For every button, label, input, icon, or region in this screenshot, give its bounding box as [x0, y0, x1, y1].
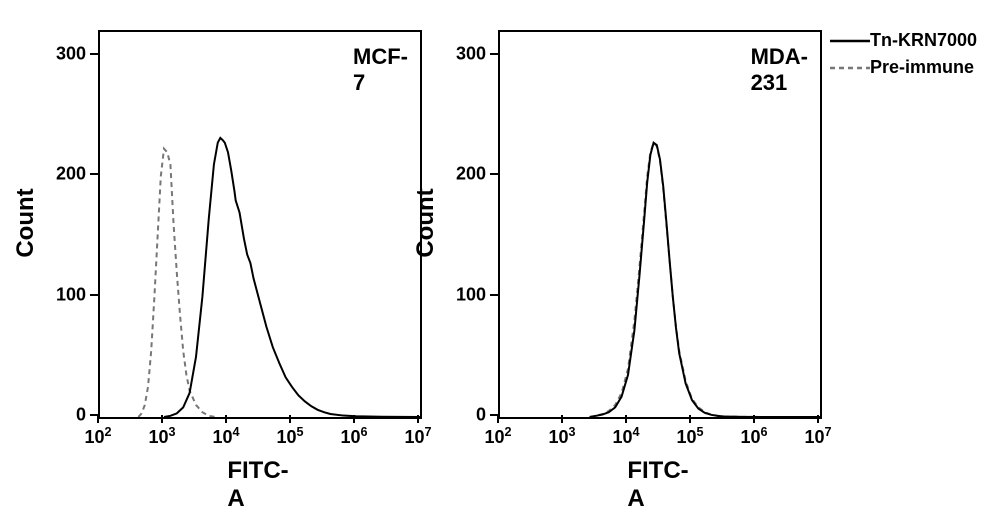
series-pre-immune — [590, 143, 820, 417]
y-tick-label: 200 — [456, 164, 486, 185]
legend-item: Pre-immune — [830, 57, 977, 78]
x-tick-label: 102 — [484, 425, 511, 448]
x-tick-label: 103 — [548, 425, 575, 448]
y-tick-mark — [490, 53, 498, 55]
y-tick-label: 100 — [456, 284, 486, 305]
panel-title-mda231: MDA-231 — [751, 44, 808, 96]
x-tick-mark — [817, 415, 819, 423]
y-tick-mark — [490, 173, 498, 175]
legend-label: Tn-KRN7000 — [870, 30, 977, 51]
x-tick-label: 104 — [212, 425, 239, 448]
panel-title-mcf7: MCF-7 — [353, 44, 408, 96]
x-tick-mark — [497, 415, 499, 423]
xlabel-right: FITC-A — [627, 457, 688, 513]
series-tn-krn7000 — [590, 143, 820, 417]
x-tick-label: 106 — [340, 425, 367, 448]
y-tick-label: 0 — [476, 405, 486, 426]
xlabel-left: FITC-A — [227, 457, 288, 513]
x-tick-mark — [753, 415, 755, 423]
y-tick-mark — [490, 294, 498, 296]
x-tick-mark — [161, 415, 163, 423]
x-tick-mark — [97, 415, 99, 423]
y-tick-mark — [90, 53, 98, 55]
legend-label: Pre-immune — [870, 57, 974, 78]
x-tick-label: 105 — [676, 425, 703, 448]
y-tick-mark — [90, 173, 98, 175]
x-tick-label: 107 — [404, 425, 431, 448]
x-tick-mark — [289, 415, 291, 423]
y-tick-label: 200 — [56, 164, 86, 185]
ylabel-left: Count — [12, 188, 40, 257]
x-tick-label: 105 — [276, 425, 303, 448]
figure-root: MCF-7 Count FITC-A MDA-231 Count FITC-A … — [0, 0, 1000, 511]
x-tick-mark — [225, 415, 227, 423]
legend: Tn-KRN7000 Pre-immune — [830, 30, 977, 84]
x-tick-mark — [417, 415, 419, 423]
y-tick-label: 300 — [456, 44, 486, 65]
x-tick-label: 102 — [84, 425, 111, 448]
x-tick-mark — [561, 415, 563, 423]
x-tick-mark — [625, 415, 627, 423]
x-tick-label: 103 — [148, 425, 175, 448]
ylabel-right: Count — [412, 188, 440, 257]
x-tick-mark — [689, 415, 691, 423]
y-tick-label: 300 — [56, 44, 86, 65]
x-tick-label: 104 — [612, 425, 639, 448]
y-tick-label: 100 — [56, 284, 86, 305]
series-tn-krn7000 — [164, 138, 420, 417]
x-tick-label: 106 — [740, 425, 767, 448]
y-tick-label: 0 — [76, 405, 86, 426]
legend-swatch — [830, 61, 870, 75]
legend-item: Tn-KRN7000 — [830, 30, 977, 51]
x-tick-mark — [353, 415, 355, 423]
legend-swatch — [830, 34, 870, 48]
x-tick-label: 107 — [804, 425, 831, 448]
y-tick-mark — [90, 294, 98, 296]
